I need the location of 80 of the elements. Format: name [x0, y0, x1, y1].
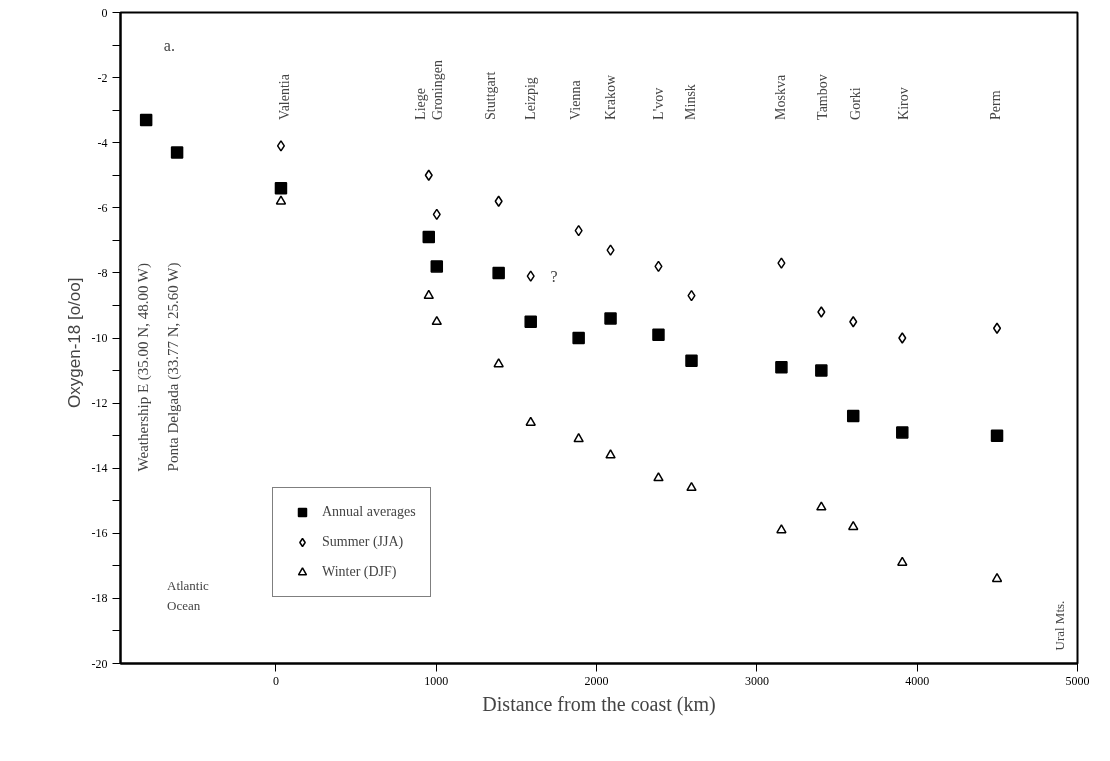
annotation: Perm [987, 90, 1003, 120]
y-tick-label: -8 [97, 265, 108, 280]
point [170, 146, 184, 159]
annotation: Weathership E (35.00 N, 48.00 W) [134, 262, 152, 472]
point [777, 257, 786, 269]
legend-label: Winter (DJF) [322, 564, 397, 580]
y-tick-label: -12 [91, 396, 108, 411]
point [526, 270, 535, 282]
point [424, 169, 433, 181]
legend-label: Annual averages [322, 504, 416, 520]
point [685, 354, 698, 368]
point [606, 244, 615, 256]
point [817, 306, 826, 318]
point [992, 322, 1002, 334]
point [847, 520, 859, 531]
legend-label: Summer (JJA) [322, 534, 404, 550]
point [653, 472, 664, 482]
point [816, 501, 827, 511]
annotation: Leizpig [523, 77, 539, 120]
y-tick-label: -6 [97, 200, 108, 215]
point [430, 260, 444, 273]
annotation: Atlantic Ocean [166, 577, 210, 613]
annotation: Stuttgart [483, 71, 499, 120]
point [276, 140, 286, 152]
annotation: Valentia [276, 73, 292, 120]
x-tick-label: 5000 [1065, 673, 1090, 688]
x-tick-label: 3000 [744, 673, 769, 688]
point [275, 195, 287, 205]
annotation: Krakow [603, 73, 619, 120]
point [846, 409, 860, 423]
annotation: Vienna [568, 79, 584, 120]
point [686, 481, 697, 492]
annotation: Kirov [895, 87, 911, 120]
point [572, 331, 585, 345]
y-tick-label: 0 [101, 5, 108, 20]
x-tick-label: 4000 [905, 673, 930, 688]
y-tick-label: -2 [97, 70, 108, 85]
point [776, 524, 787, 534]
y-tick-label: -20 [91, 656, 108, 671]
y-tick-label: -4 [97, 135, 108, 150]
point [431, 315, 443, 326]
annotation: Gorki [847, 87, 863, 120]
y-tick-label: -14 [91, 461, 108, 476]
x-tick-label: 0 [272, 673, 279, 688]
point [492, 266, 505, 280]
annotation: Groningen [430, 60, 446, 120]
point [573, 432, 584, 443]
annotation: Ural Mts. [1051, 600, 1067, 651]
y-tick-label: -10 [91, 331, 108, 345]
point [604, 312, 617, 325]
point [815, 364, 828, 377]
annotation: Liege [413, 88, 429, 120]
annotation: L'vov [650, 87, 666, 120]
x-tick-label: 1000 [424, 673, 449, 688]
point [897, 556, 908, 566]
point [493, 358, 504, 368]
point [775, 361, 788, 374]
point [524, 315, 537, 328]
y-tick-label: -16 [91, 526, 108, 541]
annotation: ? [550, 267, 558, 285]
point [652, 328, 665, 341]
point [990, 429, 1004, 442]
annotation: Ponta Delgada (33.77 N, 25.60 W) [165, 262, 183, 472]
point [139, 113, 153, 127]
point [896, 426, 909, 439]
annotation: Moskva [772, 74, 788, 120]
point [274, 182, 288, 195]
annotation: a. [163, 36, 175, 54]
point [991, 572, 1003, 583]
x-axis-title: Distance from the coast (km) [482, 692, 716, 716]
point [525, 416, 536, 426]
y-axis-title: Oxygen-18 [o/oo] [64, 277, 84, 408]
point [898, 332, 907, 344]
point [422, 230, 436, 244]
annotation: Tambov [814, 74, 830, 120]
y-tick-label: -18 [91, 591, 108, 606]
annotation: Minsk [683, 84, 699, 120]
point [605, 449, 616, 459]
x-tick-label: 2000 [584, 673, 609, 688]
point [423, 289, 435, 300]
